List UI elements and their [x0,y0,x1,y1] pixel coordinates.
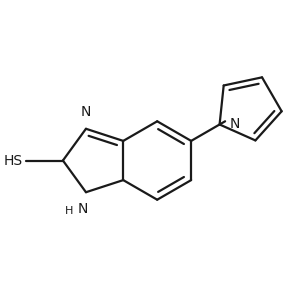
Text: HS: HS [4,154,23,167]
Text: H: H [65,206,73,216]
Text: N: N [230,118,240,131]
Text: N: N [78,202,88,216]
Text: N: N [81,105,91,119]
